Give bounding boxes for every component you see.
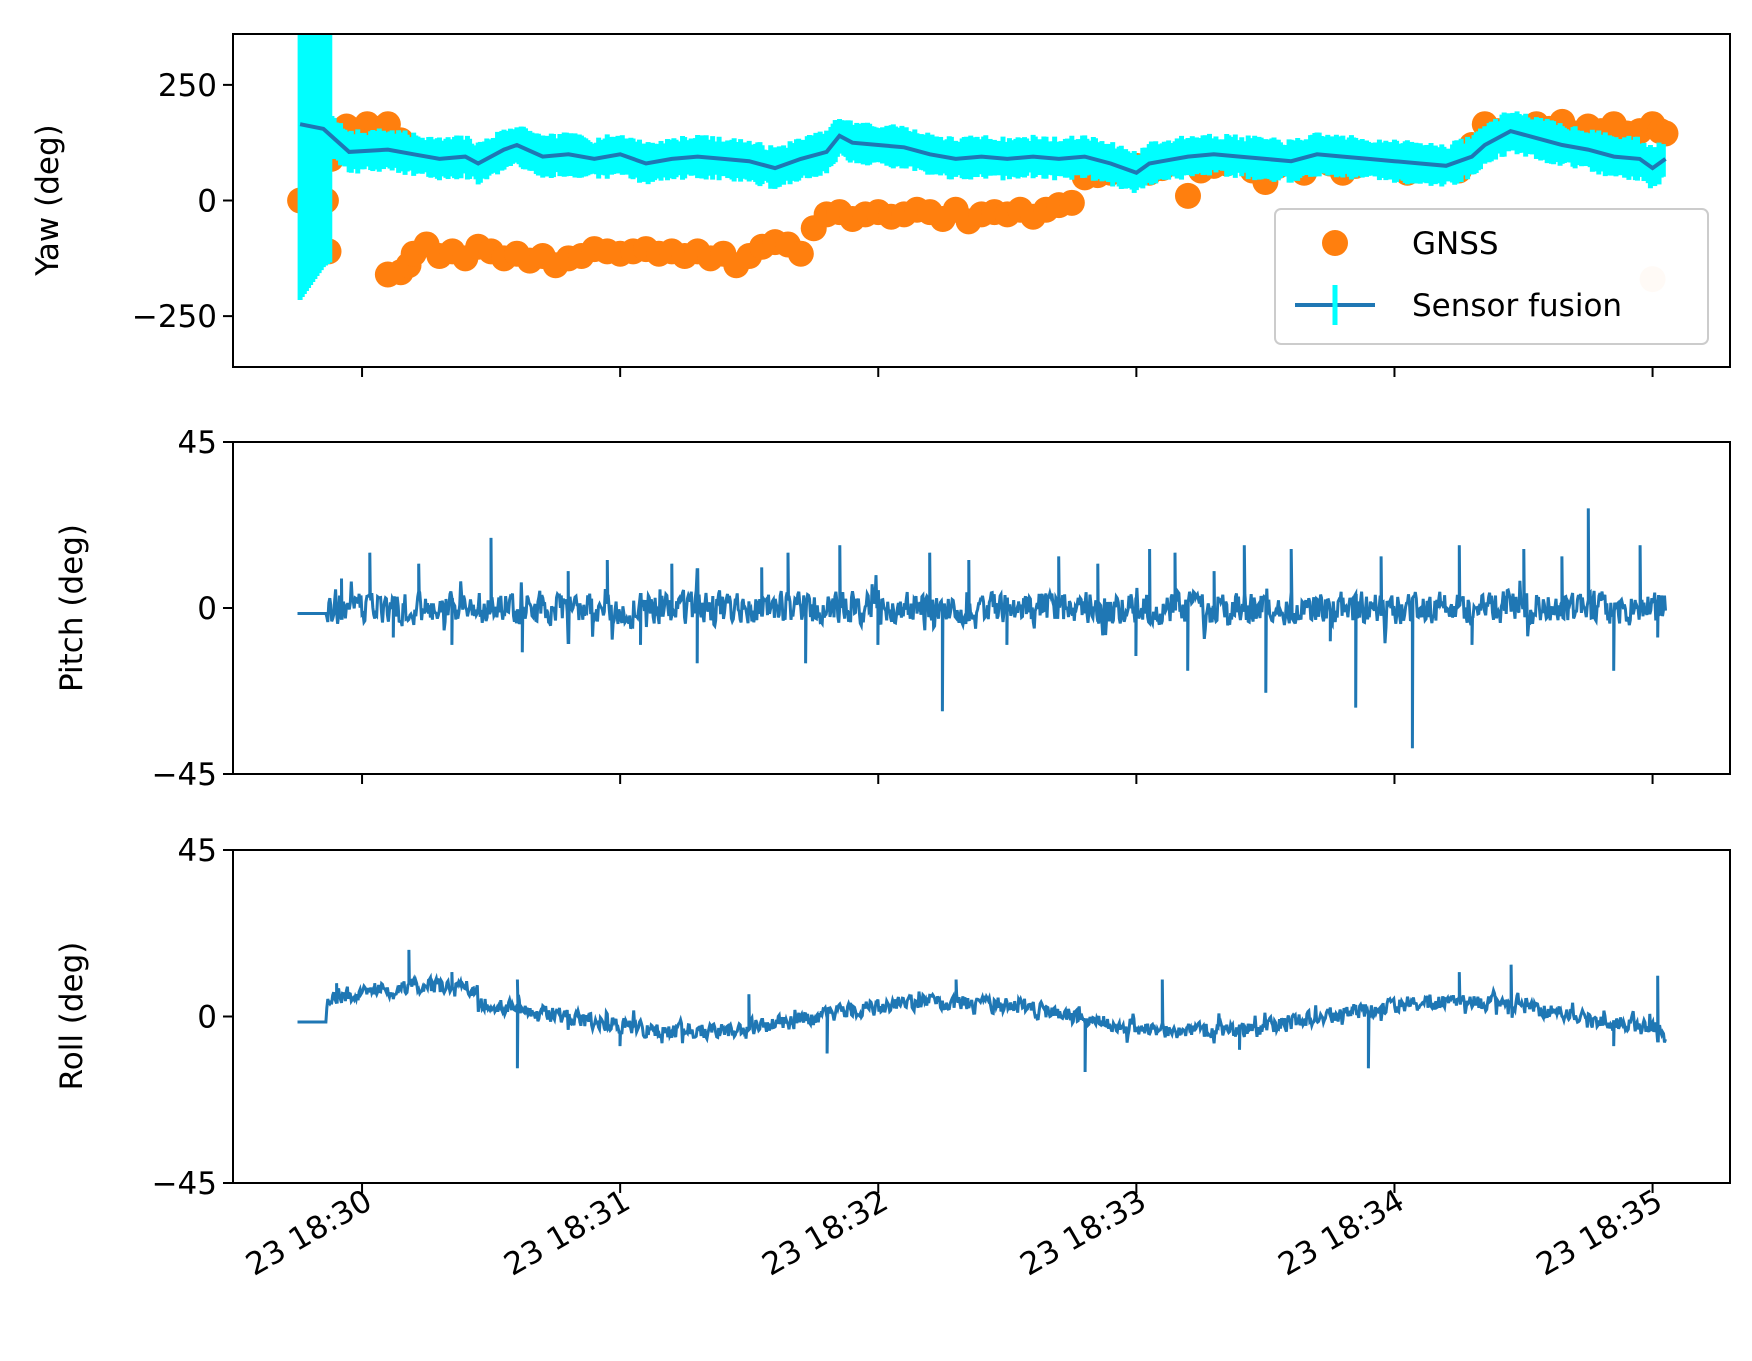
pitch-y-tick-label: 45 xyxy=(178,425,217,461)
roll-y-tick-label: −45 xyxy=(152,1166,217,1202)
pitch-x-ticks xyxy=(361,774,1654,784)
yaw-plot-area xyxy=(287,34,1679,300)
yaw-gnss-point xyxy=(1652,120,1679,147)
roll-y-axis-label: Roll (deg) xyxy=(54,942,90,1091)
yaw-fusion-errorbars xyxy=(297,34,1666,300)
roll-panel: −45 0 45 Roll (deg) xyxy=(54,833,1731,1202)
roll-y-tick-label: 0 xyxy=(197,1000,217,1036)
legend: GNSS Sensor fusion xyxy=(1274,208,1709,345)
yaw-gnss-point xyxy=(1058,189,1085,216)
yaw-y-ticks: −250 0 250 xyxy=(132,68,233,335)
pitch-y-tick-label: 0 xyxy=(197,591,217,627)
roll-fusion-line xyxy=(297,949,1667,1073)
legend-fusion-label: Sensor fusion xyxy=(1412,288,1622,324)
roll-x-ticks xyxy=(361,1183,1654,1193)
pitch-y-ticks: −45 0 45 xyxy=(152,425,233,793)
roll-plot-area xyxy=(297,949,1667,1073)
roll-y-tick-label: 45 xyxy=(178,833,217,869)
pitch-panel: −45 0 45 Pitch (deg) xyxy=(54,425,1731,793)
yaw-y-tick-label: −250 xyxy=(132,299,217,335)
yaw-panel: −250 0 250 Yaw (deg) xyxy=(30,33,1731,377)
pitch-plot-area xyxy=(297,508,1667,749)
yaw-y-axis-label: Yaw (deg) xyxy=(30,124,66,277)
pitch-fusion-line xyxy=(297,508,1667,749)
yaw-fusion-line xyxy=(299,122,1667,176)
pitch-y-axis-label: Pitch (deg) xyxy=(54,524,90,692)
legend-gnss-marker xyxy=(1322,230,1348,256)
legend-gnss-label: GNSS xyxy=(1412,226,1499,262)
yaw-gnss-point xyxy=(787,240,814,267)
pitch-y-tick-label: −45 xyxy=(152,757,217,793)
roll-y-ticks: −45 0 45 xyxy=(152,833,233,1202)
yaw-y-tick-label: 0 xyxy=(197,184,217,220)
roll-series-group xyxy=(297,949,1667,1073)
yaw-y-tick-label: 250 xyxy=(158,68,217,104)
pitch-series-group xyxy=(297,508,1667,749)
yaw-series-group xyxy=(287,34,1679,300)
yaw-x-ticks xyxy=(361,367,1654,377)
legend-box xyxy=(1274,208,1709,345)
yaw-gnss-point xyxy=(1174,182,1201,209)
